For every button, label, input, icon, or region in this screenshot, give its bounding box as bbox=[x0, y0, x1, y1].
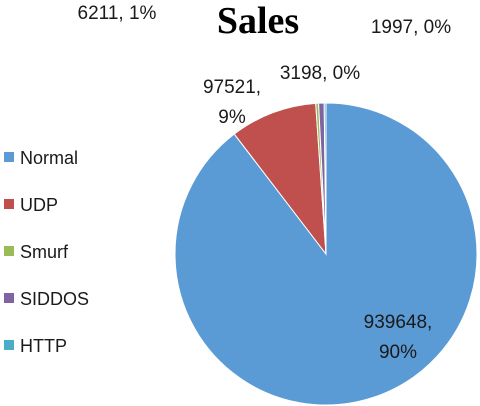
chart-title: Sales bbox=[217, 0, 299, 42]
legend-swatch-http bbox=[4, 340, 14, 350]
legend-label-smurf: Smurf bbox=[20, 242, 69, 262]
legend: Normal UDP Smurf SIDDOS HTTP bbox=[4, 148, 89, 356]
legend-swatch-normal bbox=[4, 152, 14, 162]
pie-slices bbox=[174, 102, 478, 406]
data-label-normal: 939648, bbox=[364, 312, 433, 333]
legend-label-udp: UDP bbox=[20, 195, 58, 215]
legend-label-normal: Normal bbox=[20, 148, 78, 168]
pie-slice-udp bbox=[233, 102, 327, 256]
legend-label-http: HTTP bbox=[20, 336, 67, 356]
data-label-siddos: 6211, 1% bbox=[78, 3, 157, 24]
data-label-udp: 97521, bbox=[203, 77, 261, 98]
pie-slice-http bbox=[323, 102, 327, 255]
legend-swatch-siddos bbox=[4, 293, 14, 303]
data-label-smurf: 3198, 0% bbox=[280, 63, 360, 84]
data-label-udp: 9% bbox=[218, 107, 246, 128]
data-label-normal: 90% bbox=[379, 342, 417, 363]
data-labels: 939648, 90% 97521, 9% 3198, 0% 6211, 1% 1997, … bbox=[78, 3, 452, 363]
legend-label-siddos: SIDDOS bbox=[20, 289, 89, 309]
data-label-http: 1997, 0% bbox=[371, 17, 451, 38]
legend-swatch-udp bbox=[4, 199, 14, 209]
legend-swatch-smurf bbox=[4, 246, 14, 256]
